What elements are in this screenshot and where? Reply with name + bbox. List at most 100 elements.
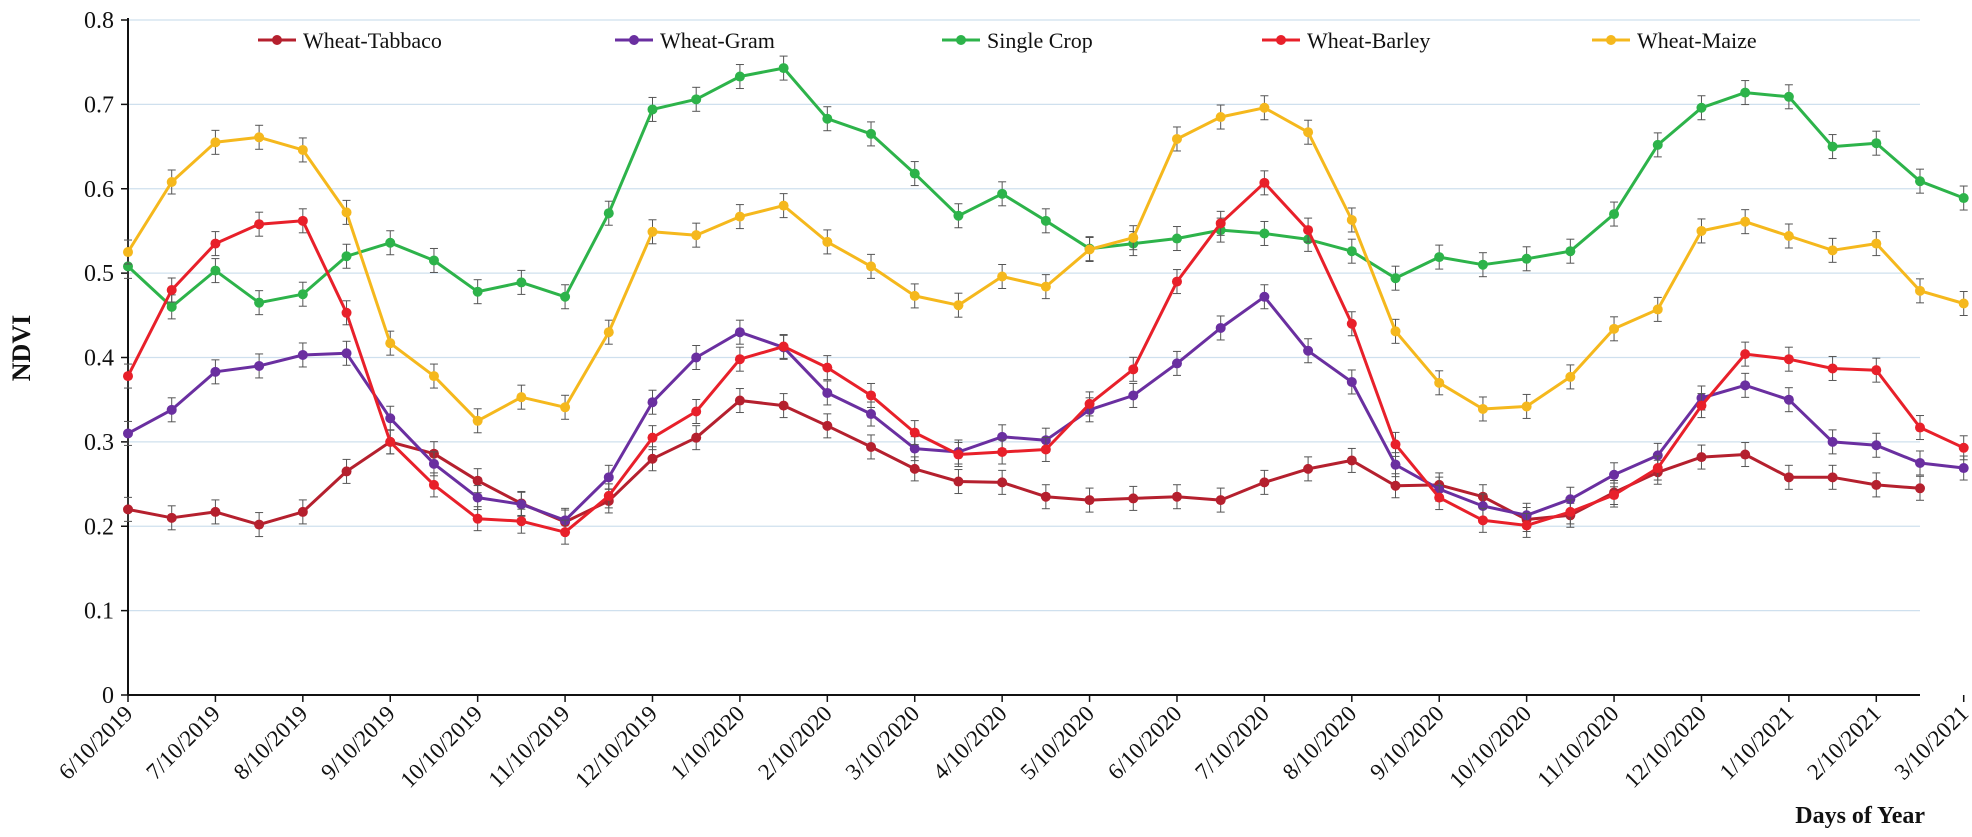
data-point	[909, 463, 920, 474]
data-point	[1434, 377, 1445, 388]
legend-item: Single Crop	[942, 28, 1093, 53]
data-point	[647, 453, 658, 464]
data-point	[560, 291, 571, 302]
data-point	[1740, 449, 1751, 460]
data-point	[822, 113, 833, 124]
data-point	[647, 104, 658, 115]
data-point	[1477, 403, 1488, 414]
data-point	[1740, 349, 1751, 360]
y-tick-label: 0.8	[84, 8, 114, 34]
data-point	[297, 506, 308, 517]
axes	[121, 18, 1965, 702]
data-point	[1171, 358, 1182, 369]
legend-item: Wheat-Tabbaco	[258, 28, 442, 53]
x-tick-label: 11/10/2019	[483, 701, 574, 792]
data-point	[1958, 463, 1969, 474]
data-point	[866, 261, 877, 272]
data-point	[341, 251, 352, 262]
data-point	[603, 490, 614, 501]
legend-label: Wheat-Maize	[1637, 28, 1757, 53]
data-point	[822, 362, 833, 373]
data-point	[297, 289, 308, 300]
y-tick-labels: 0 0.1 0.2 0.3 0.4 0.5 0.6 0.7 0.8	[84, 8, 114, 709]
data-point	[691, 406, 702, 417]
data-point	[691, 352, 702, 363]
data-point	[472, 286, 483, 297]
data-point	[953, 210, 964, 221]
data-point	[1609, 469, 1620, 480]
data-point	[1871, 238, 1882, 249]
data-point	[822, 420, 833, 431]
x-tick-label: 8/10/2019	[229, 701, 313, 785]
data-point	[1346, 318, 1357, 329]
data-point	[691, 94, 702, 105]
data-point	[516, 392, 527, 403]
data-point	[1740, 216, 1751, 227]
data-point	[123, 371, 133, 382]
data-point	[123, 428, 133, 439]
data-point	[1696, 102, 1707, 113]
data-point	[1390, 439, 1401, 450]
x-tick-label: 7/10/2019	[141, 701, 225, 785]
data-point	[166, 512, 177, 523]
x-axis-title: Days of Year	[1795, 803, 1925, 829]
x-tick-label: 6/10/2019	[54, 701, 138, 785]
data-point	[516, 516, 527, 527]
data-point	[1390, 326, 1401, 337]
data-point	[385, 237, 396, 248]
y-axis-title: NDVI	[7, 315, 36, 381]
x-tick-label: 1/10/2021	[1715, 701, 1799, 785]
data-point	[210, 137, 221, 148]
data-point	[1303, 225, 1314, 236]
data-point	[1303, 127, 1314, 138]
legend-label: Single Crop	[987, 28, 1093, 53]
data-point	[603, 327, 614, 338]
data-point	[997, 447, 1008, 457]
data-point	[1609, 209, 1620, 220]
data-point	[254, 132, 265, 143]
data-point	[1565, 494, 1576, 505]
x-tick-label: 7/10/2020	[1190, 701, 1274, 785]
data-point	[1827, 472, 1838, 483]
x-tick-label: 10/10/2019	[395, 701, 487, 793]
data-point	[210, 238, 221, 249]
data-point	[1128, 390, 1139, 401]
data-point	[866, 128, 877, 139]
data-point	[1084, 398, 1095, 409]
series-line	[127, 399, 1921, 527]
data-point	[1303, 463, 1314, 474]
x-tick-label: 2/10/2021	[1802, 701, 1886, 785]
data-point	[516, 277, 527, 288]
data-point	[1783, 472, 1794, 483]
data-point	[254, 297, 265, 308]
data-point	[297, 349, 308, 360]
x-tick-label: 9/10/2020	[1365, 701, 1449, 785]
data-point	[734, 395, 745, 406]
data-point	[1915, 483, 1925, 494]
data-point	[472, 415, 483, 426]
data-point	[1215, 322, 1226, 333]
series-wheat-barley	[123, 170, 1969, 545]
data-point	[734, 71, 745, 82]
data-point	[909, 427, 920, 438]
y-tick-label: 0.3	[84, 430, 114, 456]
data-point	[1740, 380, 1751, 391]
data-point	[734, 211, 745, 222]
x-tick-labels: 6/10/2019 7/10/2019 8/10/2019 9/10/201910/1…	[54, 701, 1972, 793]
x-tick-label: 1/10/2020	[666, 701, 750, 785]
data-point	[1259, 102, 1270, 113]
data-point	[734, 354, 745, 365]
legend-swatch-marker	[956, 35, 966, 45]
data-point	[1128, 493, 1139, 504]
data-point	[1215, 495, 1226, 506]
data-point	[603, 472, 614, 483]
data-point	[1171, 233, 1182, 244]
data-point	[1040, 215, 1051, 226]
data-point	[385, 338, 396, 349]
series-wheat-tabbaco	[123, 388, 1925, 538]
data-point	[1084, 495, 1095, 506]
data-point	[254, 360, 265, 371]
data-point	[1915, 176, 1925, 187]
data-point	[1434, 492, 1445, 503]
data-point	[1346, 455, 1357, 466]
